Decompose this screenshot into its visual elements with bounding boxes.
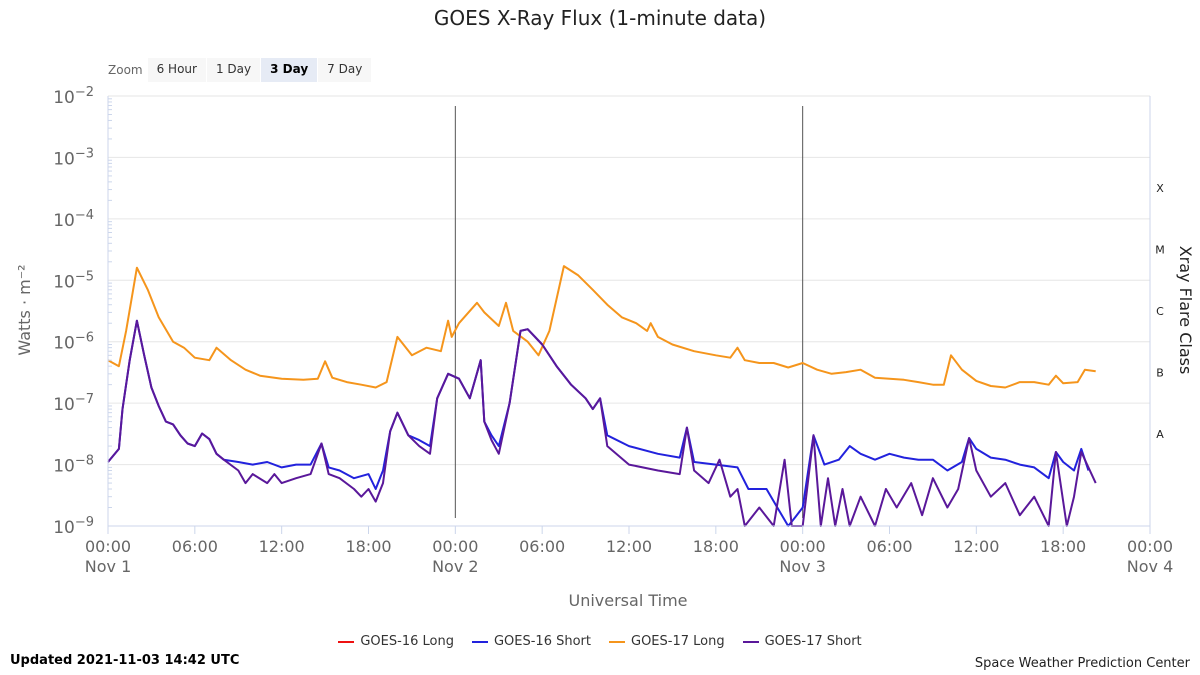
legend-item-goes17-short[interactable]: GOES-17 Short (742, 634, 862, 649)
x-tick-label: 00:00 (85, 537, 131, 556)
legend-swatch (609, 640, 625, 643)
legend: GOES-16 Long GOES-16 Short GOES-17 Long … (0, 634, 1200, 649)
zoom-3-day-button[interactable]: 3 Day (261, 58, 318, 82)
flare-class-label: C (1156, 305, 1164, 318)
x-axis-label: Universal Time (568, 591, 687, 610)
x-tick-label: 00:00 (780, 537, 826, 556)
x-tick-label: 12:00 (606, 537, 652, 556)
legend-label: GOES-17 Long (631, 634, 725, 649)
x-tick-label: 12:00 (259, 537, 305, 556)
x-tick-label: 00:00 (1127, 537, 1173, 556)
legend-item-goes16-short[interactable]: GOES-16 Short (471, 634, 591, 649)
y-tick-label: 10−6 (53, 331, 94, 354)
zoom-7-day-button[interactable]: 7 Day (318, 58, 372, 82)
x-tick-date-label: Nov 2 (432, 557, 479, 576)
y-tick-label: 10−7 (53, 392, 94, 415)
xray-flux-chart: 10−210−310−410−510−610−710−810−900:00Nov… (15, 85, 1195, 610)
legend-item-goes17-long[interactable]: GOES-17 Long (609, 634, 725, 649)
legend-label: GOES-16 Long (360, 634, 454, 649)
y-tick-label: 10−4 (53, 208, 94, 231)
zoom-label: Zoom (108, 63, 143, 77)
legend-swatch (471, 640, 488, 643)
grid-lines (108, 95, 1150, 527)
legend-swatch (742, 640, 759, 643)
legend-swatch (338, 640, 355, 643)
day-markers (454, 106, 804, 518)
credit-text: Space Weather Prediction Center (974, 656, 1190, 671)
zoom-1-day-button[interactable]: 1 Day (206, 58, 261, 82)
x-tick-label: 06:00 (172, 537, 218, 556)
axes: 10−210−310−410−510−610−710−810−900:00Nov… (53, 85, 1173, 576)
x-tick-label: 06:00 (519, 537, 565, 556)
x-tick-label: 18:00 (1040, 537, 1086, 556)
y-tick-label: 10−9 (53, 515, 94, 538)
y2-axis-label: Xray Flare Class (1176, 246, 1195, 375)
y-tick-label: 10−2 (53, 85, 94, 108)
flare-class-label: M (1155, 244, 1165, 257)
legend-item-goes16-long[interactable]: GOES-16 Long (338, 634, 454, 649)
series-line-goes-17-long (107, 265, 1096, 389)
y-axis-label: Watts · m⁻² (15, 264, 34, 355)
series-line-goes-17-short (107, 319, 1097, 527)
x-tick-date-label: Nov 1 (85, 557, 132, 576)
updated-timestamp: Updated 2021-11-03 14:42 UTC (10, 653, 240, 668)
x-tick-label: 18:00 (345, 537, 391, 556)
x-tick-label: 06:00 (866, 537, 912, 556)
chart-title: GOES X-Ray Flux (1-minute data) (433, 6, 767, 30)
x-tick-date-label: Nov 3 (779, 557, 826, 576)
x-tick-label: 18:00 (693, 537, 739, 556)
series-lines (107, 265, 1097, 527)
legend-label: GOES-16 Short (493, 634, 591, 649)
flare-class-label: X (1156, 182, 1164, 195)
zoom-6-hour-button[interactable]: 6 Hour (147, 58, 206, 82)
legend-label: GOES-17 Short (764, 634, 862, 649)
x-tick-date-label: Nov 4 (1127, 557, 1174, 576)
flare-class-label: B (1156, 366, 1164, 379)
x-tick-label: 12:00 (953, 537, 999, 556)
zoom-controls: Zoom 6 Hour 1 Day 3 Day 7 Day (108, 58, 372, 82)
x-tick-label: 00:00 (432, 537, 478, 556)
y-tick-label: 10−5 (53, 269, 94, 292)
flare-class-label: A (1156, 428, 1164, 441)
y-tick-label: 10−3 (53, 146, 94, 169)
y-tick-label: 10−8 (53, 454, 94, 477)
